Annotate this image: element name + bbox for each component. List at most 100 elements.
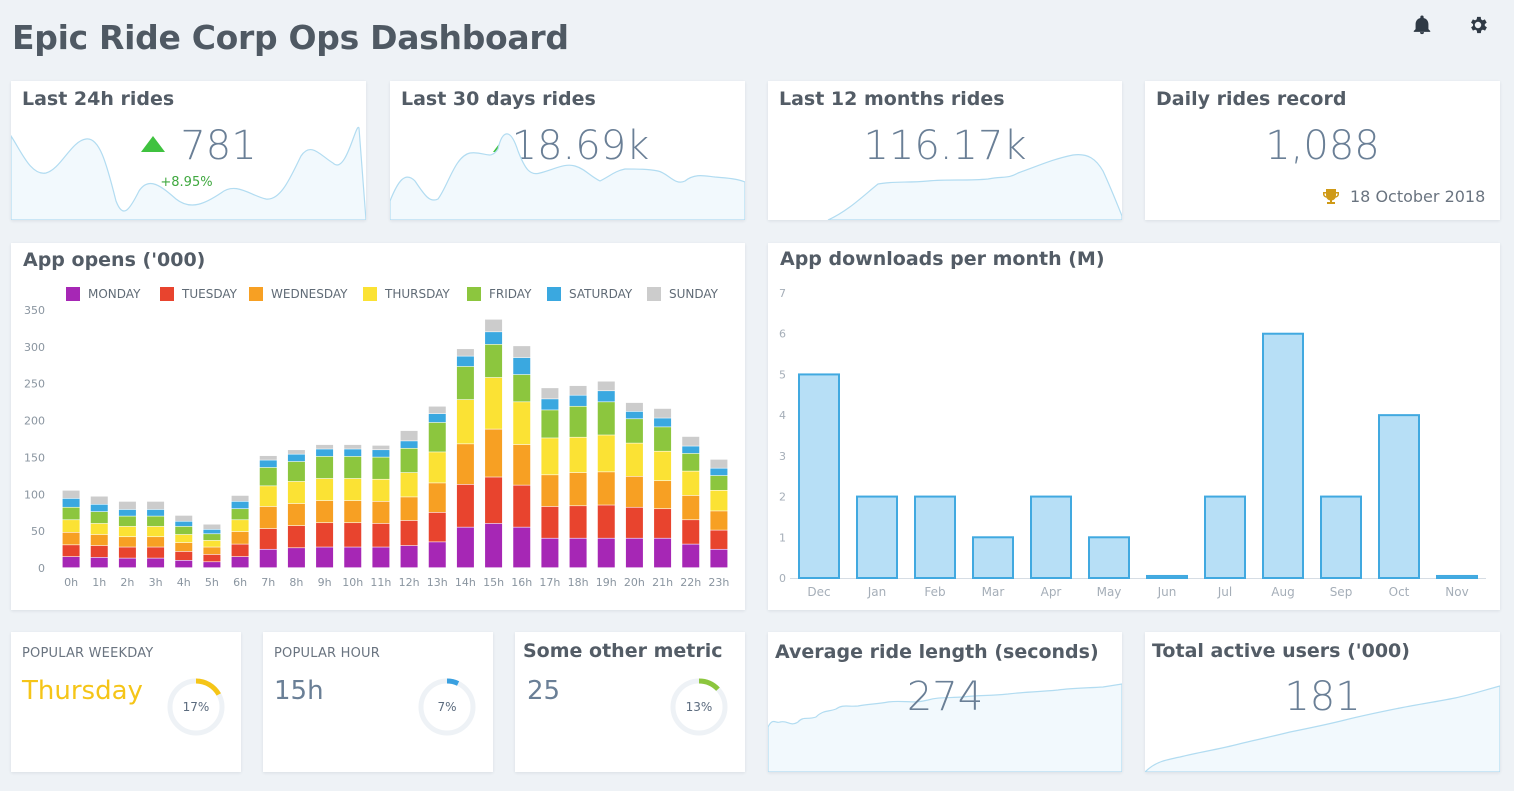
bar-segment bbox=[597, 391, 615, 402]
legend-label: WEDNESDAY bbox=[271, 287, 348, 301]
bar-segment bbox=[625, 507, 643, 538]
bar-segment bbox=[541, 506, 559, 538]
x-tick-label: 23h bbox=[708, 576, 729, 589]
bar-segment bbox=[428, 452, 446, 483]
legend-item[interactable]: MONDAY bbox=[66, 287, 140, 301]
y-tick-label: 4 bbox=[779, 409, 786, 422]
bar-segment bbox=[597, 538, 615, 568]
bar-segment bbox=[541, 538, 559, 568]
bar-segment bbox=[287, 503, 305, 526]
bar-segment bbox=[400, 545, 418, 568]
bar-segment bbox=[231, 495, 249, 502]
card-title: Total active users ('000) bbox=[1152, 640, 1410, 662]
bar-segment bbox=[344, 444, 362, 449]
bar-segment bbox=[710, 490, 728, 511]
x-tick-label: Oct bbox=[1389, 585, 1410, 599]
bar-segment bbox=[175, 560, 193, 568]
bar bbox=[972, 536, 1014, 579]
bar-segment bbox=[625, 443, 643, 476]
bar-segment bbox=[90, 523, 108, 535]
bar-segment bbox=[513, 444, 531, 485]
legend-swatch bbox=[467, 287, 481, 301]
bar bbox=[1146, 574, 1188, 580]
bar-segment bbox=[485, 477, 503, 524]
y-tick-label: 2 bbox=[779, 491, 786, 504]
legend-swatch bbox=[647, 287, 661, 301]
legend-item[interactable]: WEDNESDAY bbox=[249, 287, 348, 301]
bar-segment bbox=[400, 441, 418, 448]
card-title: Last 30 days rides bbox=[401, 88, 596, 110]
page-title: Epic Ride Corp Ops Dashboard bbox=[12, 18, 569, 57]
bar-segment bbox=[682, 446, 700, 454]
y-tick-label: 300 bbox=[24, 341, 45, 354]
bar-segment bbox=[400, 472, 418, 497]
legend-item[interactable]: FRIDAY bbox=[467, 287, 531, 301]
y-tick-label: 200 bbox=[24, 415, 45, 428]
bar-segment bbox=[541, 475, 559, 507]
bell-icon[interactable] bbox=[1411, 14, 1433, 36]
bar-segment bbox=[710, 459, 728, 468]
donut-arc bbox=[446, 678, 460, 686]
donut-percent: 13% bbox=[686, 700, 713, 714]
x-tick-label: Aug bbox=[1271, 585, 1294, 599]
legend-item[interactable]: TUESDAY bbox=[160, 287, 237, 301]
bar-segment bbox=[118, 526, 136, 537]
legend-item[interactable]: SATURDAY bbox=[547, 287, 632, 301]
x-tick-label: Jul bbox=[1217, 585, 1232, 599]
x-tick-label: 22h bbox=[680, 576, 701, 589]
bar-segment bbox=[682, 520, 700, 544]
sparkline-chart bbox=[11, 127, 366, 220]
bar-segment bbox=[316, 449, 334, 457]
card-title: Last 24h rides bbox=[22, 88, 175, 110]
bar-segment bbox=[231, 544, 249, 557]
legend-swatch bbox=[66, 287, 80, 301]
bar-segment bbox=[428, 512, 446, 542]
x-tick-label: 3h bbox=[149, 576, 163, 589]
avg-ride-card: Average ride length (seconds) 274 bbox=[768, 632, 1122, 772]
card-value: 25 bbox=[527, 676, 561, 706]
x-tick-label: 14h bbox=[455, 576, 476, 589]
bar-segment bbox=[569, 385, 587, 395]
bar-segment bbox=[682, 436, 700, 446]
y-tick-label: 1 bbox=[779, 531, 786, 544]
bar-segment bbox=[259, 467, 277, 486]
bar-segment bbox=[485, 344, 503, 378]
x-tick-label: 13h bbox=[427, 576, 448, 589]
x-tick-label: Mar bbox=[982, 585, 1005, 599]
x-tick-label: 2h bbox=[120, 576, 134, 589]
y-tick-label: 7 bbox=[779, 287, 786, 300]
bar-segment bbox=[147, 537, 165, 547]
bar-segment bbox=[62, 520, 80, 533]
bar-segment bbox=[118, 509, 136, 516]
legend-label: FRIDAY bbox=[489, 287, 532, 301]
bar-segment bbox=[372, 450, 390, 457]
chart-title: App opens ('000) bbox=[23, 249, 206, 271]
bar-segment bbox=[428, 413, 446, 423]
bar-segment bbox=[456, 527, 474, 568]
bar-segment bbox=[485, 332, 503, 345]
bar-segment bbox=[344, 456, 362, 479]
bar-segment bbox=[175, 515, 193, 521]
bar bbox=[856, 495, 898, 579]
bar-segment bbox=[710, 468, 728, 476]
legend-item[interactable]: THURSDAY bbox=[363, 287, 450, 301]
y-tick-label: 3 bbox=[779, 450, 786, 463]
gear-icon[interactable] bbox=[1467, 14, 1489, 36]
trophy-icon bbox=[1323, 189, 1339, 204]
x-tick-label: 19h bbox=[596, 576, 617, 589]
bar-segment bbox=[400, 520, 418, 546]
bar-segment bbox=[203, 562, 221, 568]
bar-segment bbox=[710, 530, 728, 549]
bar-segment bbox=[287, 461, 305, 482]
other-metric-card: Some other metric 25 13% bbox=[515, 632, 745, 772]
legend-item[interactable]: SUNDAY bbox=[647, 287, 718, 301]
bar-segment bbox=[569, 538, 587, 568]
y-tick-label: 0 bbox=[38, 562, 45, 575]
app-opens-chart: 0 50 100 150 200 250 300 350 0h 1h 2h 3h 4h 5h 6h 7h 8h 9… bbox=[24, 304, 729, 589]
bar-segment bbox=[231, 520, 249, 532]
legend-label: SATURDAY bbox=[569, 287, 633, 301]
bar-segment bbox=[147, 509, 165, 516]
bar-segment bbox=[90, 557, 108, 568]
bar-segment bbox=[569, 437, 587, 473]
bar-segment bbox=[203, 524, 221, 530]
